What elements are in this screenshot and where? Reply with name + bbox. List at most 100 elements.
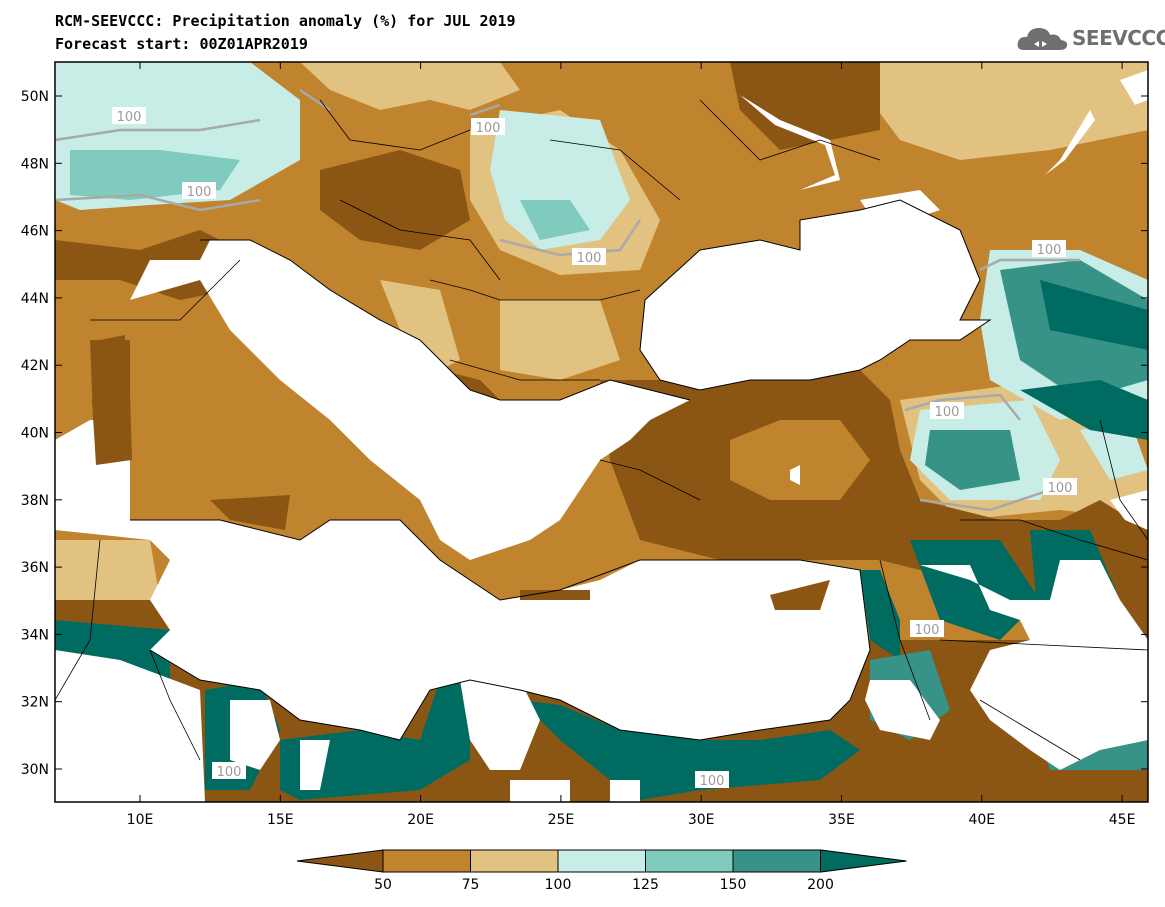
masked-area-libya-2	[300, 740, 330, 790]
lat-label: 44N	[21, 291, 49, 307]
tuz-lake	[790, 465, 800, 485]
colorbar-segment	[645, 849, 734, 873]
colorbar-label: 200	[807, 877, 834, 893]
lon-label: 40E	[968, 812, 995, 828]
masked-area-syria-iraq	[920, 560, 1148, 770]
lon-label: 35E	[828, 812, 855, 828]
colorbar-label: 75	[462, 877, 480, 893]
contour-label-box	[572, 248, 606, 265]
orange-region-central-turkey	[730, 420, 870, 500]
colorbar-label: 50	[374, 877, 392, 893]
dark-teal-east-turkey	[925, 430, 1020, 490]
contour-label-box	[930, 402, 964, 419]
colorbar-segment	[470, 849, 559, 873]
contour-label-box	[112, 107, 146, 124]
contour-label: 100	[1048, 481, 1073, 496]
contour-label-box	[182, 182, 216, 199]
contour-label-box	[212, 762, 246, 779]
black-sea-coastline	[639, 199, 992, 391]
lake-van-area	[1110, 490, 1148, 530]
mediterranean-sea	[55, 240, 870, 740]
contour-label-box	[695, 771, 729, 788]
contour-label: 100	[577, 251, 602, 266]
latitude-axis: 50N 48N 46N 44N 42N 40N 38N 36N 34N 32N 30N	[21, 89, 1148, 778]
lon-label: 10E	[127, 812, 154, 828]
contour-label-box	[910, 620, 944, 637]
masked-area-libya-1	[230, 700, 280, 770]
seevccc-logo: SEEVCCC	[1016, 22, 1165, 54]
tan-region-tunisia	[55, 540, 160, 615]
lat-label: 34N	[21, 627, 49, 643]
map-field	[55, 62, 1148, 802]
deep-teal-armenia	[1020, 380, 1148, 440]
contour-label: 100	[915, 623, 940, 638]
colorbar-label: 100	[545, 877, 572, 893]
lon-label: 25E	[548, 812, 575, 828]
map-subtitle: Forecast start: 00Z01APR2019	[55, 35, 308, 53]
lon-label: 30E	[688, 812, 715, 828]
masked-area-sahara-west	[55, 650, 205, 802]
brown-region-belarus	[730, 62, 880, 150]
lon-label: 15E	[267, 812, 294, 828]
lon-label: 45E	[1109, 812, 1136, 828]
colorbar-segment	[382, 849, 471, 873]
lat-label: 46N	[21, 224, 49, 240]
masked-area-egypt-2	[610, 780, 640, 802]
lat-label: 38N	[21, 493, 49, 509]
cloud-logo-icon	[1017, 28, 1068, 50]
black-sea	[640, 200, 990, 390]
sardinia	[92, 395, 132, 465]
colorbar-segment	[820, 849, 907, 873]
masked-area-jordan	[865, 680, 940, 740]
contour-labels: 100 100 100 100 100 100 100 100 100 100	[112, 107, 1077, 789]
contour-label-box	[1032, 240, 1066, 257]
colorbar-label: 125	[632, 877, 659, 893]
deep-teal-lebanon	[860, 570, 900, 660]
logo-text: SEEVCCC	[1072, 26, 1165, 50]
tan-region-north	[300, 62, 520, 110]
deep-teal-algeria-coast	[55, 620, 170, 680]
tan-region-bulgaria	[500, 300, 620, 380]
deep-teal-egypt-coast	[520, 700, 860, 800]
deep-teal-libya-coast	[280, 680, 470, 800]
colorbar-label: 150	[720, 877, 747, 893]
masked-area-egypt-1	[510, 780, 570, 802]
country-borders	[55, 99, 1148, 761]
contour-label: 100	[217, 765, 242, 780]
contour-label: 100	[117, 110, 142, 125]
dnieper-river	[740, 95, 840, 190]
sicily	[210, 495, 290, 530]
colorbar: 50 75 100 125 150 200	[296, 849, 907, 893]
contour-label-box	[471, 118, 505, 135]
contour-label: 100	[476, 121, 501, 136]
don-river	[1045, 110, 1095, 175]
cyan-region-carpathians	[490, 110, 630, 250]
lat-label: 30N	[21, 762, 49, 778]
lat-label: 48N	[21, 156, 49, 172]
masked-area-libya-3	[460, 680, 540, 770]
teal-region-romania	[520, 200, 590, 240]
colorbar-segment	[732, 849, 821, 873]
lat-label: 50N	[21, 89, 49, 105]
lon-label: 20E	[407, 812, 434, 828]
contour-label-box	[1043, 478, 1077, 495]
lat-label: 32N	[21, 695, 49, 711]
contour-label: 100	[700, 774, 725, 789]
mediterranean-coastline	[130, 239, 871, 741]
longitude-axis: 10E 15E 20E 25E 30E 35E 40E 45E	[127, 62, 1136, 828]
map-title: RCM-SEEVCCC: Precipitation anomaly (%) f…	[55, 12, 516, 30]
contour-label: 100	[187, 185, 212, 200]
lat-label: 40N	[21, 426, 49, 442]
cyprus	[770, 580, 830, 610]
lat-label: 36N	[21, 560, 49, 576]
colorbar-segment	[557, 849, 646, 873]
sea-of-azov	[860, 190, 940, 230]
lat-label: 42N	[21, 358, 49, 374]
corsica	[100, 335, 125, 385]
brown-region-hungary	[320, 150, 470, 250]
deep-teal-georgia	[1040, 280, 1148, 350]
tan-region-bosnia	[380, 280, 460, 380]
contour-label: 100	[1037, 243, 1062, 258]
colorbar-segment	[296, 849, 384, 873]
